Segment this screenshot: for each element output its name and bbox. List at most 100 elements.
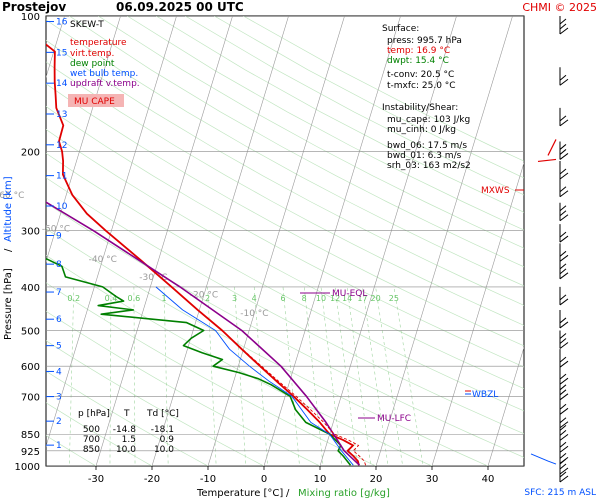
wind-barb (559, 286, 569, 306)
wind-barb (559, 381, 569, 401)
wind-barb (559, 107, 569, 127)
wind-barb-flag (559, 463, 567, 470)
mixing-ratio-label: 14 (342, 294, 352, 303)
wbzl-label: WBZL (472, 390, 498, 400)
y-axis-title: Pressure [hPa] / Altitude [km] (3, 176, 14, 340)
isotherm-label: -50 °C (42, 225, 70, 235)
dry-adiabat (46, 228, 489, 466)
mixing-ratio-label: 12 (330, 294, 340, 303)
wind-barb-flag (559, 205, 567, 212)
isotherm (375, 16, 513, 466)
legend-item-temperature: temperature (70, 38, 127, 48)
dry-adiabat (69, 16, 524, 268)
x-axis-title-sep: / (286, 488, 290, 499)
altitude-tick-label: 12 (56, 141, 67, 151)
wind-barb-flag (559, 210, 567, 217)
wind-barb-flag (559, 377, 569, 385)
mixing-ratio-line (282, 286, 300, 466)
altitude-tick-label: 6 (56, 315, 62, 325)
dry-adiabat (46, 402, 153, 466)
altitude-tick-label: 16 (56, 18, 68, 28)
wind-barb-flag (559, 445, 569, 453)
dry-adiabat (46, 310, 321, 466)
table-cell: 10.0 (116, 445, 136, 455)
mxws-barb (537, 158, 557, 163)
y-axis-title-altitude: Altitude [km] (3, 176, 14, 242)
wind-barb-flag (559, 471, 567, 478)
isotherm (95, 16, 233, 466)
isotherm-label: -10 °C (240, 309, 268, 319)
mxws-barb (547, 139, 557, 156)
table-cell: 500 (83, 425, 100, 435)
altitude-tick-label: 3 (56, 393, 62, 403)
wind-barb-flag (559, 333, 567, 339)
wind-barb (559, 178, 569, 198)
legend-item-wet-bulb: wet bulb temp. (70, 69, 138, 79)
legend-title: SKEW-T (70, 20, 104, 30)
pressure-tick-label: 200 (21, 148, 40, 159)
isotherm-label: -60 °C (0, 191, 24, 201)
altitude-tick-label: 5 (56, 342, 62, 352)
altitude-tick-label: 9 (56, 232, 62, 242)
wind-barb-flag (559, 294, 567, 301)
temperature-tick-label: 0 (261, 474, 267, 485)
dry-adiabat (46, 202, 524, 458)
wind-barb-flag (559, 321, 569, 329)
instability-bwd01: bwd_01: 6.3 m/s (387, 151, 462, 161)
table-cell: 850 (83, 445, 100, 455)
table-cell: -18.1 (151, 425, 174, 435)
pressure-tick-label: 925 (21, 447, 40, 458)
mixing-ratio-label: 20 (371, 294, 381, 303)
datetime-title: 06.09.2025 00 UTC (116, 0, 244, 14)
reference-lines (46, 16, 600, 466)
y-axis-title-sep: / (3, 248, 14, 252)
table-cell: 1.5 (122, 435, 136, 445)
wind-barb-flag (559, 172, 569, 180)
isotherm (544, 16, 600, 466)
wind-barb-flag (559, 272, 569, 280)
wind-barb-flag (559, 430, 567, 436)
wind-barb-flag (559, 250, 567, 257)
wind-barb (559, 330, 569, 349)
wind-barb-flag (559, 18, 567, 25)
mixing-ratio-line (334, 286, 358, 466)
surface-title: Surface: (382, 24, 419, 34)
wind-barb (559, 366, 569, 385)
mixing-ratio-label: 1 (162, 294, 167, 303)
wind-barb-flag (559, 231, 567, 238)
altitude-tick-label: 2 (56, 417, 62, 427)
profiles (46, 43, 367, 466)
dry-adiabat (46, 370, 209, 466)
wind-barb-flag (559, 254, 569, 262)
dry-adiabat (46, 61, 524, 326)
wind-barb-flag (559, 298, 569, 306)
temperature-tick-label: 20 (370, 474, 383, 485)
instability-srh03: srh_03: 163 m2/s2 (387, 161, 471, 171)
mu-cape-badge (68, 94, 124, 107)
dry-adiabat (46, 83, 524, 347)
wind-barb (559, 224, 569, 243)
dry-adiabat (46, 106, 524, 368)
mixing-ratio-label: 0.2 (67, 294, 80, 303)
altitude-tick-label: 7 (56, 288, 62, 298)
y-axis-title-pressure: Pressure [hPa] (3, 268, 14, 340)
mixing-ratio-line (303, 286, 324, 466)
wind-barb (559, 243, 569, 262)
wind-barb-flag (559, 268, 567, 275)
wind-barb-flag (559, 403, 567, 410)
surface-tmxfc: t-mxfc: 25.0 °C (387, 81, 456, 91)
wind-barb-flag (559, 115, 567, 122)
x-axis-title-temperature: Temperature [°C] (196, 488, 283, 499)
dry-adiabat (156, 16, 524, 213)
station-title: Prostejov (2, 0, 66, 14)
surface-wind-trace (530, 453, 557, 465)
mixing-ratio-line (163, 286, 169, 466)
wind-barb-flag (559, 317, 567, 324)
legend-item-virt-temp: virt.temp. (70, 49, 114, 59)
mixing-ratio-label: 17 (357, 294, 367, 303)
dry-adiabat (46, 129, 524, 390)
temperature-tick-label: -10 (200, 474, 216, 485)
wind-barb (559, 141, 569, 160)
profile-virtual-temperature (221, 330, 367, 466)
wind-barb-flag (559, 119, 569, 127)
